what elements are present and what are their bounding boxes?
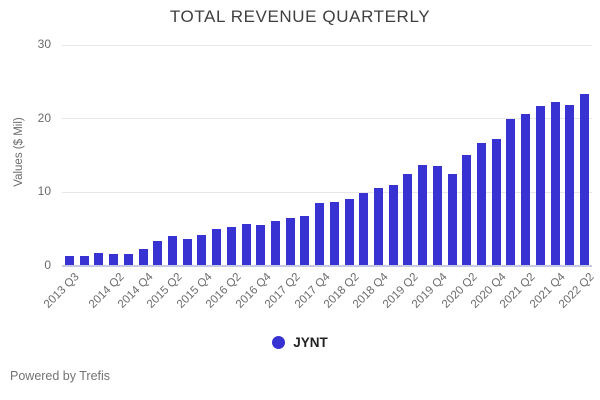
bar[interactable] xyxy=(182,239,192,266)
bar[interactable] xyxy=(300,215,310,266)
bar[interactable] xyxy=(344,199,354,266)
chart-title: TOTAL REVENUE QUARTERLY xyxy=(169,7,431,26)
y-tick-label: 10 xyxy=(37,184,51,198)
bar[interactable] xyxy=(359,192,369,266)
bar[interactable] xyxy=(197,235,207,266)
bar[interactable] xyxy=(388,184,398,266)
bar[interactable] xyxy=(212,229,222,266)
bar[interactable] xyxy=(329,201,339,266)
y-tick-label: 0 xyxy=(44,257,51,272)
bar[interactable] xyxy=(418,164,428,266)
gridline xyxy=(62,118,592,119)
bar[interactable] xyxy=(476,142,486,266)
bar[interactable] xyxy=(270,221,280,266)
bar[interactable] xyxy=(256,225,266,266)
bar[interactable] xyxy=(432,166,442,266)
bar[interactable] xyxy=(153,241,163,266)
bar[interactable] xyxy=(285,217,295,266)
bar[interactable] xyxy=(226,226,236,266)
bar[interactable] xyxy=(506,119,516,266)
bar[interactable] xyxy=(491,139,501,266)
bar[interactable] xyxy=(550,102,560,266)
bar[interactable] xyxy=(462,154,472,266)
bar[interactable] xyxy=(403,173,413,266)
legend-label: JYNT xyxy=(293,335,328,350)
bar[interactable] xyxy=(138,248,148,266)
y-tick-label: 20 xyxy=(37,110,51,125)
bar[interactable] xyxy=(79,255,89,266)
gridline xyxy=(62,44,592,46)
bar[interactable] xyxy=(123,254,133,266)
bar[interactable] xyxy=(579,93,589,266)
powered-by-text: Powered by Trefis xyxy=(10,369,111,383)
bar[interactable] xyxy=(109,253,119,266)
bar[interactable] xyxy=(447,174,457,266)
bar[interactable] xyxy=(167,236,177,266)
bar[interactable] xyxy=(373,188,383,266)
bar[interactable] xyxy=(241,223,251,266)
bar[interactable] xyxy=(65,255,74,266)
y-tick-label: 30 xyxy=(37,37,51,51)
bar[interactable] xyxy=(315,203,325,266)
bar[interactable] xyxy=(535,106,545,266)
bar[interactable] xyxy=(94,253,104,266)
gridline xyxy=(62,191,592,193)
legend-item-jynt[interactable]: JYNT xyxy=(272,335,328,350)
bar[interactable] xyxy=(565,104,575,266)
legend: JYNT xyxy=(0,335,600,350)
x-tick-label: 2013 Q3 xyxy=(42,271,82,311)
legend-marker-icon xyxy=(272,336,286,349)
x-axis-line xyxy=(62,265,592,267)
bar[interactable] xyxy=(521,114,531,266)
